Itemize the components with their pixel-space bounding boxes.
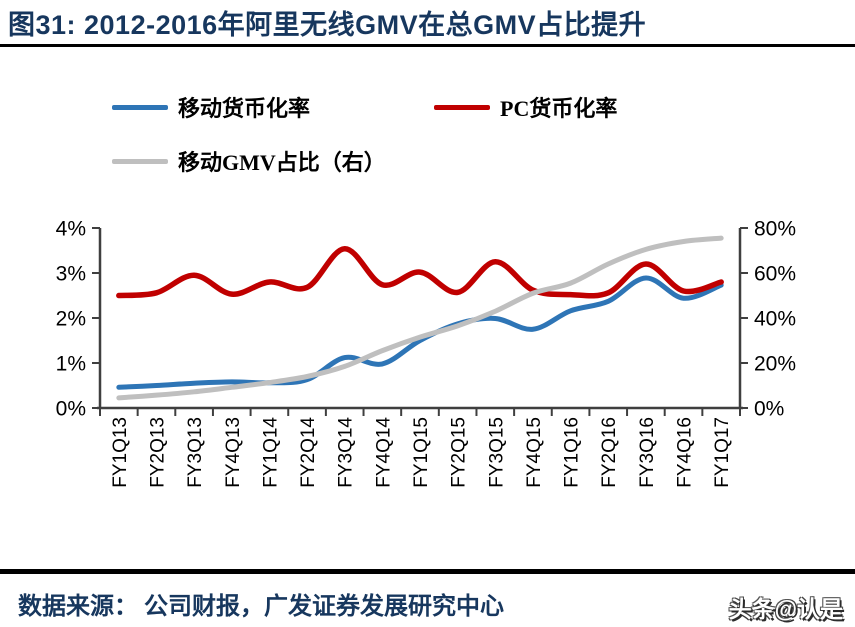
x-axis-category-label: FY3Q13 xyxy=(185,417,206,488)
right-axis-tick-label: 80% xyxy=(754,218,796,241)
data-source-note: 数据来源： 公司财报，广发证券发展研究中心 xyxy=(18,594,504,620)
series-line-left-2E75B6 xyxy=(116,275,724,390)
footer-divider xyxy=(0,569,855,574)
x-axis-category-label: FY1Q14 xyxy=(260,417,281,488)
legend-line-gray xyxy=(112,158,168,164)
series-line-right-BFBFBF xyxy=(116,235,724,401)
x-axis-category-label: FY1Q13 xyxy=(110,417,131,488)
right-axis-tick-label: 60% xyxy=(754,263,796,286)
x-axis-category-label: FY2Q13 xyxy=(147,417,168,488)
left-axis-tick-label: 3% xyxy=(56,263,86,286)
title-divider xyxy=(0,44,855,47)
x-axis-category-label: FY4Q13 xyxy=(223,417,244,488)
x-axis-category-label: FY2Q14 xyxy=(298,417,319,488)
watermark-text: 头条@认是 xyxy=(728,596,843,622)
legend-label-pc-monetization: PC货币化率 xyxy=(500,96,618,121)
x-axis-category-label: FY4Q16 xyxy=(675,417,696,488)
right-axis-tick-label: 40% xyxy=(754,308,796,331)
x-axis-category-label: FY4Q14 xyxy=(373,417,394,488)
legend-item-pc-monetization: PC货币化率 xyxy=(434,91,617,123)
left-axis-tick-label: 0% xyxy=(56,398,86,421)
x-axis-category-label: FY2Q15 xyxy=(449,417,470,488)
left-axis-tick-label: 4% xyxy=(56,218,86,241)
chart-legend: 移动货币化率 PC货币化率 移动GMV占比（右） xyxy=(112,91,855,177)
legend-label-mobile-monetization: 移动货币化率 xyxy=(178,96,311,121)
figure-footer: 数据来源： 公司财报，广发证券发展研究中心 头条@认是 xyxy=(0,574,855,624)
x-axis-category-label: FY3Q16 xyxy=(637,417,658,488)
x-axis-category-label: FY3Q14 xyxy=(336,417,357,488)
right-axis-tick-label: 0% xyxy=(754,398,784,421)
legend-line-red xyxy=(434,104,490,110)
legend-row-1: 移动货币化率 PC货币化率 xyxy=(112,91,855,123)
x-axis-category-label: FY1Q17 xyxy=(712,417,733,488)
left-axis-tick-label: 2% xyxy=(56,308,86,331)
legend-row-2: 移动GMV占比（右） xyxy=(112,145,855,177)
right-axis-tick-label: 20% xyxy=(754,353,796,376)
x-axis-category-label: FY3Q15 xyxy=(486,417,507,488)
x-axis-category-label: FY1Q16 xyxy=(562,417,583,488)
series-line-left-C00000 xyxy=(116,245,724,299)
x-axis-category-label: FY2Q16 xyxy=(599,417,620,488)
chart-canvas: 0% 0% 1% 20% 2% 40% 3% 60% 4% 80% FY1Q13 FY2Q13 FY3Q… xyxy=(56,218,796,488)
legend-label-mobile-gmv-share: 移动GMV占比（右） xyxy=(178,150,386,175)
x-axis-category-label: FY1Q15 xyxy=(411,417,432,488)
legend-item-mobile-monetization: 移动货币化率 xyxy=(112,91,434,123)
x-axis-category-label: FY4Q15 xyxy=(524,417,545,488)
legend-line-blue xyxy=(112,104,168,110)
left-axis-tick-label: 1% xyxy=(56,353,86,376)
legend-item-mobile-gmv-share: 移动GMV占比（右） xyxy=(112,145,434,177)
figure-title: 图31: 2012-2016年阿里无线GMV在总GMV占比提升 xyxy=(8,10,647,40)
